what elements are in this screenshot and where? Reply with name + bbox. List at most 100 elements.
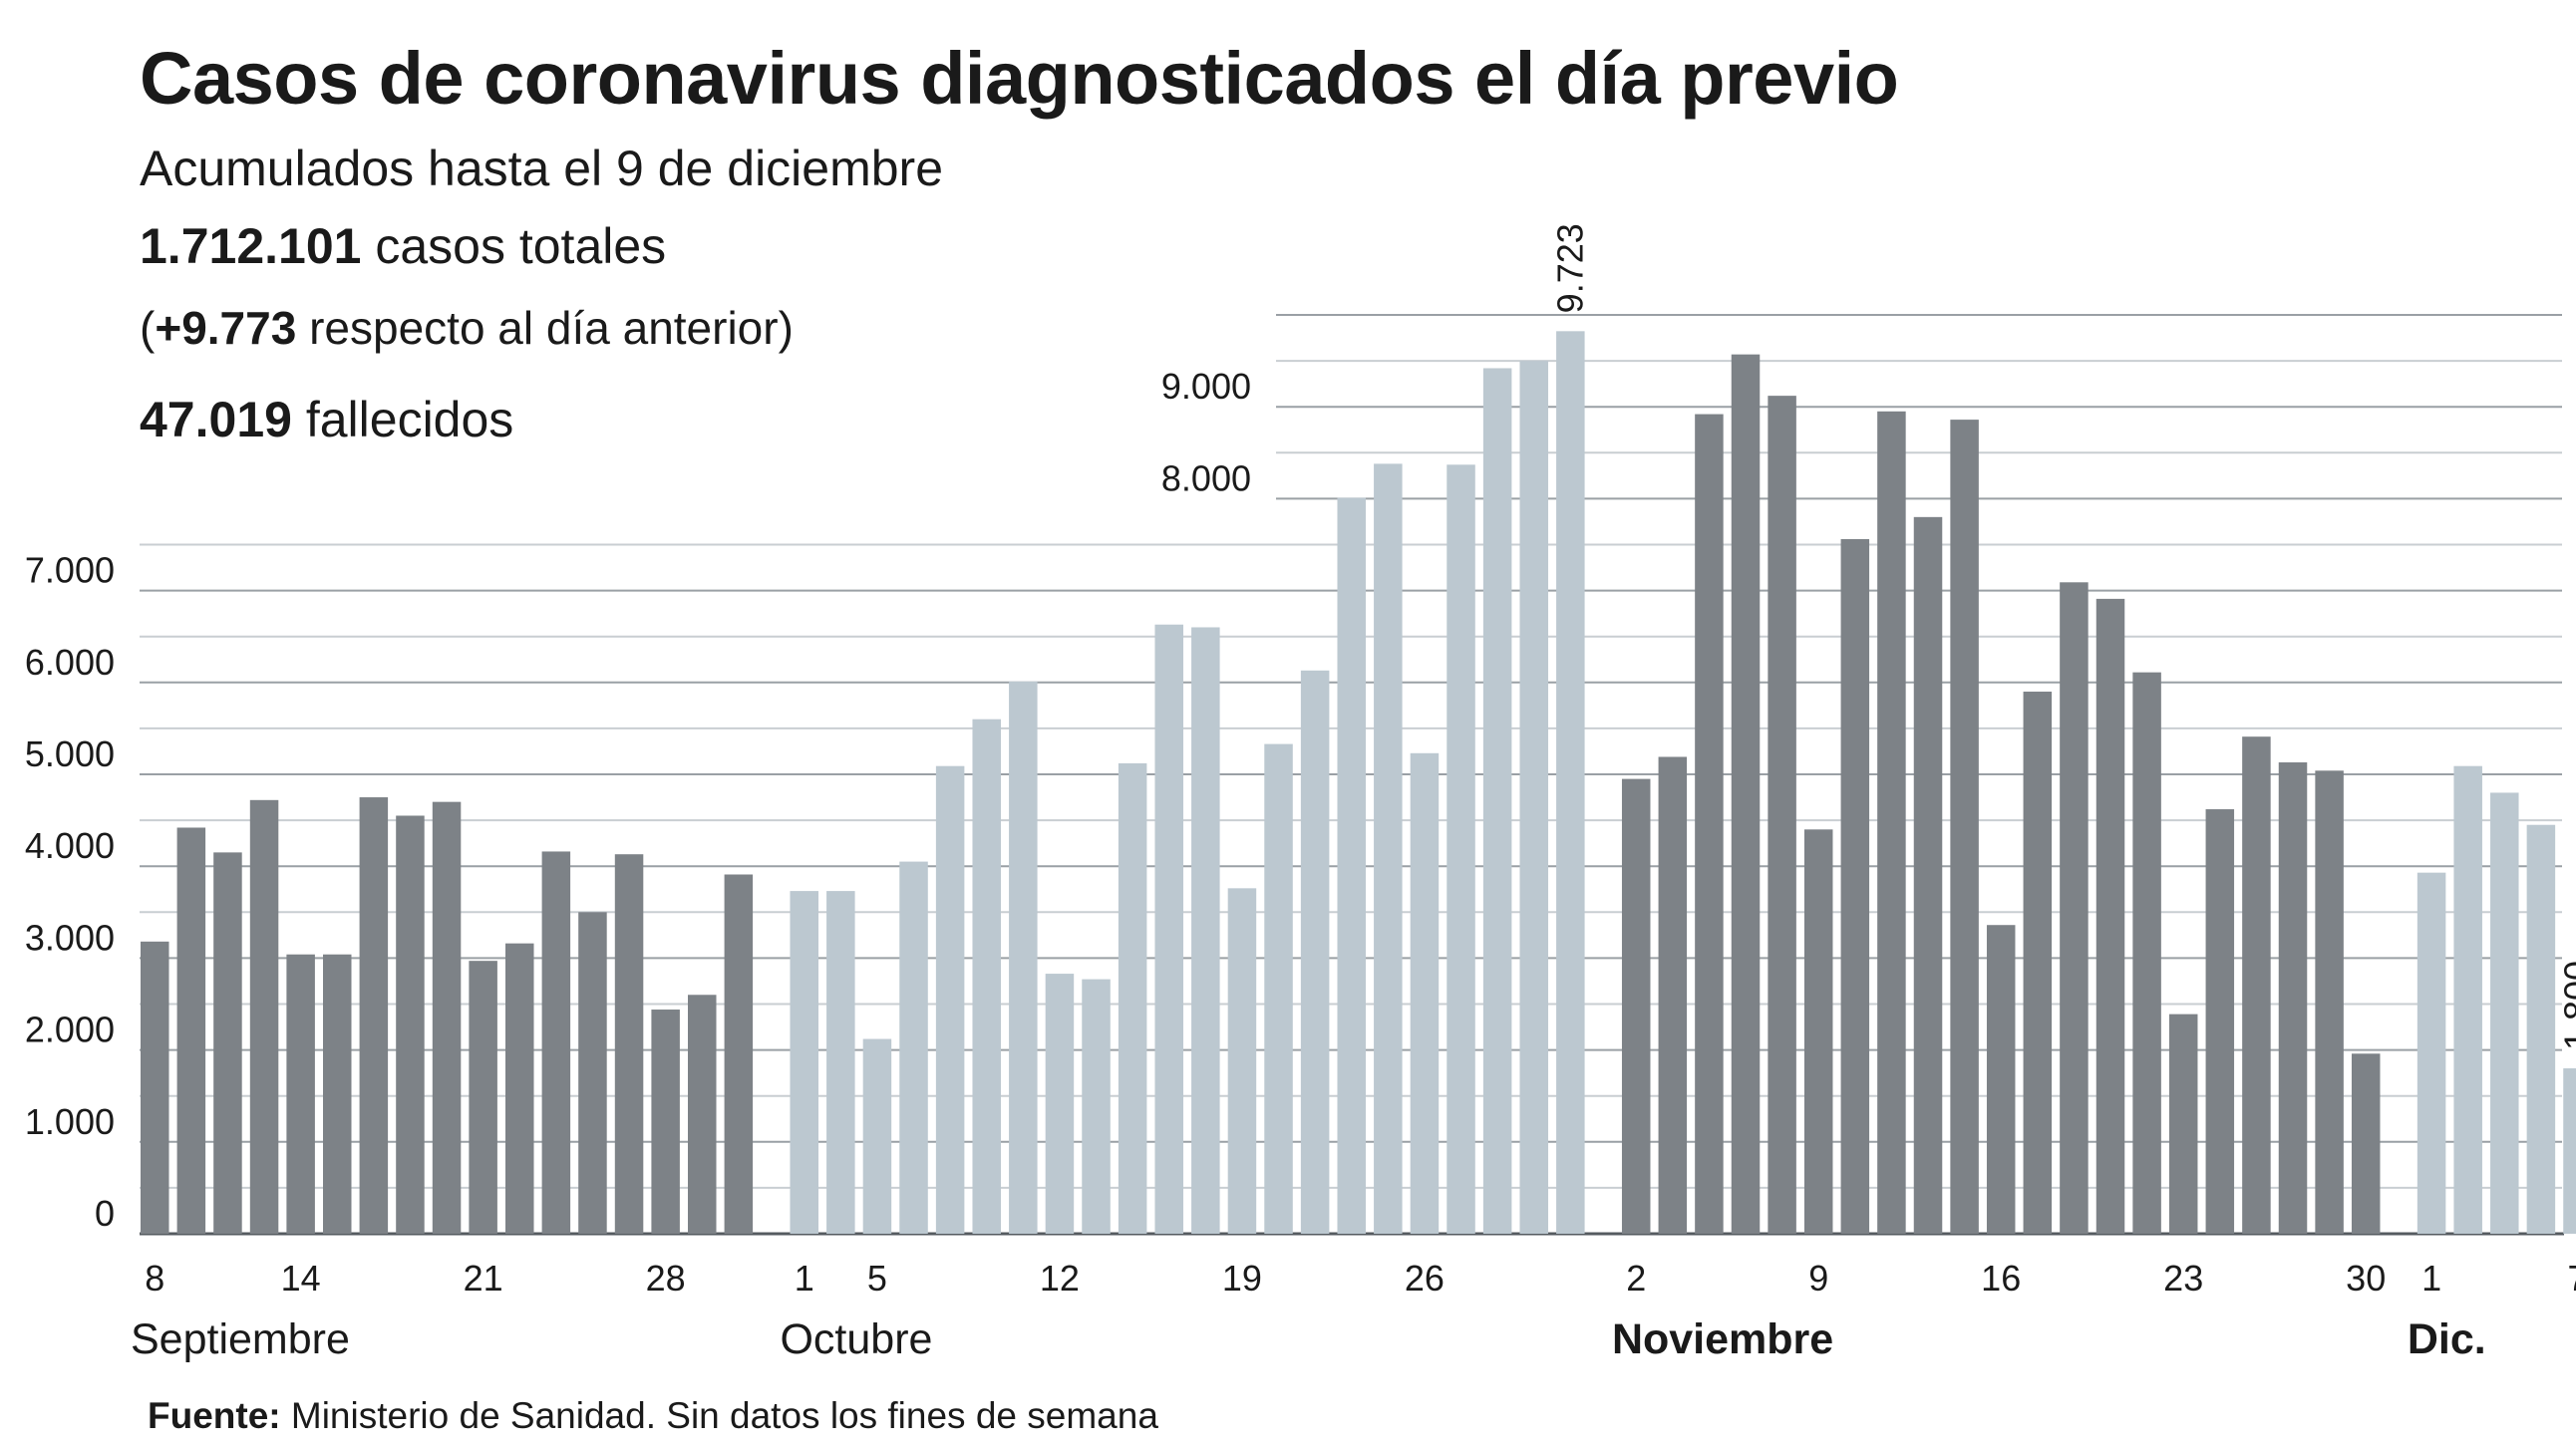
x-tick-label: 23 bbox=[2163, 1258, 2203, 1299]
month-label: Octubre bbox=[780, 1315, 932, 1363]
bar bbox=[2023, 692, 2053, 1234]
bar-value-label: 9.723 bbox=[1549, 223, 1590, 313]
bar bbox=[1621, 778, 1651, 1234]
bar bbox=[972, 719, 1001, 1234]
bar bbox=[432, 801, 462, 1234]
deaths-label: fallecidos bbox=[305, 392, 514, 447]
y-tick-label: 7.000 bbox=[25, 550, 115, 591]
bar bbox=[790, 891, 818, 1234]
bar bbox=[2490, 792, 2519, 1234]
month-label: Septiembre bbox=[131, 1315, 350, 1363]
bar bbox=[1803, 829, 1833, 1234]
source-label: Fuente: bbox=[148, 1395, 281, 1436]
bar bbox=[688, 995, 717, 1234]
bar bbox=[2168, 1014, 2198, 1234]
bar bbox=[2351, 1053, 2381, 1234]
bar bbox=[1519, 361, 1548, 1235]
bar bbox=[1986, 925, 2016, 1234]
bar bbox=[1009, 681, 1038, 1234]
source-text: Ministerio de Sanidad. Sin datos los fin… bbox=[290, 1395, 1158, 1436]
x-tick-label: 9 bbox=[1808, 1258, 1828, 1299]
bar bbox=[1447, 464, 1475, 1234]
bar bbox=[2453, 765, 2482, 1234]
bar bbox=[396, 815, 425, 1234]
bar bbox=[1658, 756, 1688, 1234]
bar bbox=[1227, 888, 1257, 1234]
chart-title: Casos de coronavirus diagnosticados el d… bbox=[140, 37, 1899, 120]
bar bbox=[469, 961, 497, 1234]
bar bbox=[2278, 762, 2308, 1234]
daily-delta: (+9.773 respecto al día anterior) bbox=[140, 301, 794, 355]
bar bbox=[2060, 582, 2089, 1234]
bar bbox=[2095, 598, 2125, 1234]
bar bbox=[541, 851, 571, 1234]
y-tick-label: 3.000 bbox=[25, 917, 115, 958]
y-tick-label: 8.000 bbox=[1161, 457, 1251, 498]
bar bbox=[1154, 624, 1183, 1234]
bar bbox=[1731, 354, 1761, 1234]
bar-value-label: 1.800 bbox=[2556, 961, 2576, 1050]
bar bbox=[826, 891, 855, 1234]
bar bbox=[935, 765, 965, 1234]
bar bbox=[1695, 414, 1724, 1234]
bar bbox=[1877, 411, 1906, 1234]
bar bbox=[1337, 497, 1366, 1234]
daily-delta-label: respecto al día anterior) bbox=[309, 302, 794, 354]
bar bbox=[1300, 670, 1330, 1234]
x-tick-label: 1 bbox=[795, 1258, 814, 1299]
chart-subtitle: Acumulados hasta el 9 de diciembre bbox=[140, 141, 944, 196]
daily-delta-open: ( bbox=[140, 302, 156, 354]
bar bbox=[1840, 538, 1870, 1234]
x-tick-label: 16 bbox=[1981, 1258, 2021, 1299]
month-label: Dic. bbox=[2408, 1315, 2486, 1363]
bar bbox=[2526, 824, 2556, 1234]
bar bbox=[724, 874, 754, 1234]
bar bbox=[1374, 463, 1403, 1234]
y-tick-label: 0 bbox=[95, 1193, 115, 1234]
x-tick-label: 1 bbox=[2421, 1258, 2441, 1299]
bar bbox=[176, 827, 206, 1234]
bar bbox=[1191, 627, 1220, 1234]
bar bbox=[2242, 736, 2271, 1234]
bar bbox=[323, 954, 352, 1234]
bar bbox=[1082, 979, 1111, 1234]
y-tick-label: 6.000 bbox=[25, 642, 115, 683]
month-label: Noviembre bbox=[1612, 1315, 1833, 1363]
bar bbox=[651, 1010, 680, 1234]
bar bbox=[1045, 974, 1075, 1234]
x-tick-label: 5 bbox=[867, 1258, 887, 1299]
x-tick-label: 7 bbox=[2567, 1258, 2576, 1299]
x-tick-label: 8 bbox=[145, 1258, 164, 1299]
bars bbox=[141, 331, 2576, 1235]
deaths-value: 47.019 bbox=[140, 392, 292, 447]
x-tick-label: 19 bbox=[1222, 1258, 1262, 1299]
x-tick-label: 14 bbox=[281, 1258, 321, 1299]
deaths: 47.019 fallecidos bbox=[140, 391, 513, 448]
bar bbox=[1410, 752, 1440, 1234]
x-tick-label: 2 bbox=[1626, 1258, 1646, 1299]
bar bbox=[213, 852, 242, 1234]
bar bbox=[286, 954, 315, 1234]
bar bbox=[1768, 396, 1796, 1234]
axis-labels: 0 1.000 2.000 3.000 4.000 5.000 6.000 7.000 8.00… bbox=[25, 223, 2576, 1363]
x-tick-label: 30 bbox=[2346, 1258, 2386, 1299]
x-tick-label: 26 bbox=[1405, 1258, 1445, 1299]
bar bbox=[2205, 809, 2235, 1234]
total-cases: 1.712.101 casos totales bbox=[140, 217, 666, 275]
bar bbox=[505, 943, 534, 1234]
bar bbox=[141, 941, 169, 1234]
bar bbox=[2563, 1068, 2576, 1234]
bar bbox=[578, 912, 607, 1234]
y-tick-label: 2.000 bbox=[25, 1010, 115, 1050]
bar bbox=[1118, 762, 1147, 1234]
total-cases-label: casos totales bbox=[375, 218, 667, 274]
bar bbox=[359, 797, 389, 1234]
bar bbox=[614, 854, 644, 1234]
source-note: Fuente: Ministerio de Sanidad. Sin datos… bbox=[148, 1395, 1158, 1437]
bar bbox=[862, 1038, 892, 1234]
y-tick-label: 9.000 bbox=[1161, 366, 1251, 407]
bar bbox=[2315, 770, 2344, 1234]
y-tick-label: 5.000 bbox=[25, 733, 115, 774]
daily-delta-value: +9.773 bbox=[155, 302, 297, 354]
bar-chart: 0 1.000 2.000 3.000 4.000 5.000 6.000 7.000 8.00… bbox=[25, 223, 2576, 1363]
